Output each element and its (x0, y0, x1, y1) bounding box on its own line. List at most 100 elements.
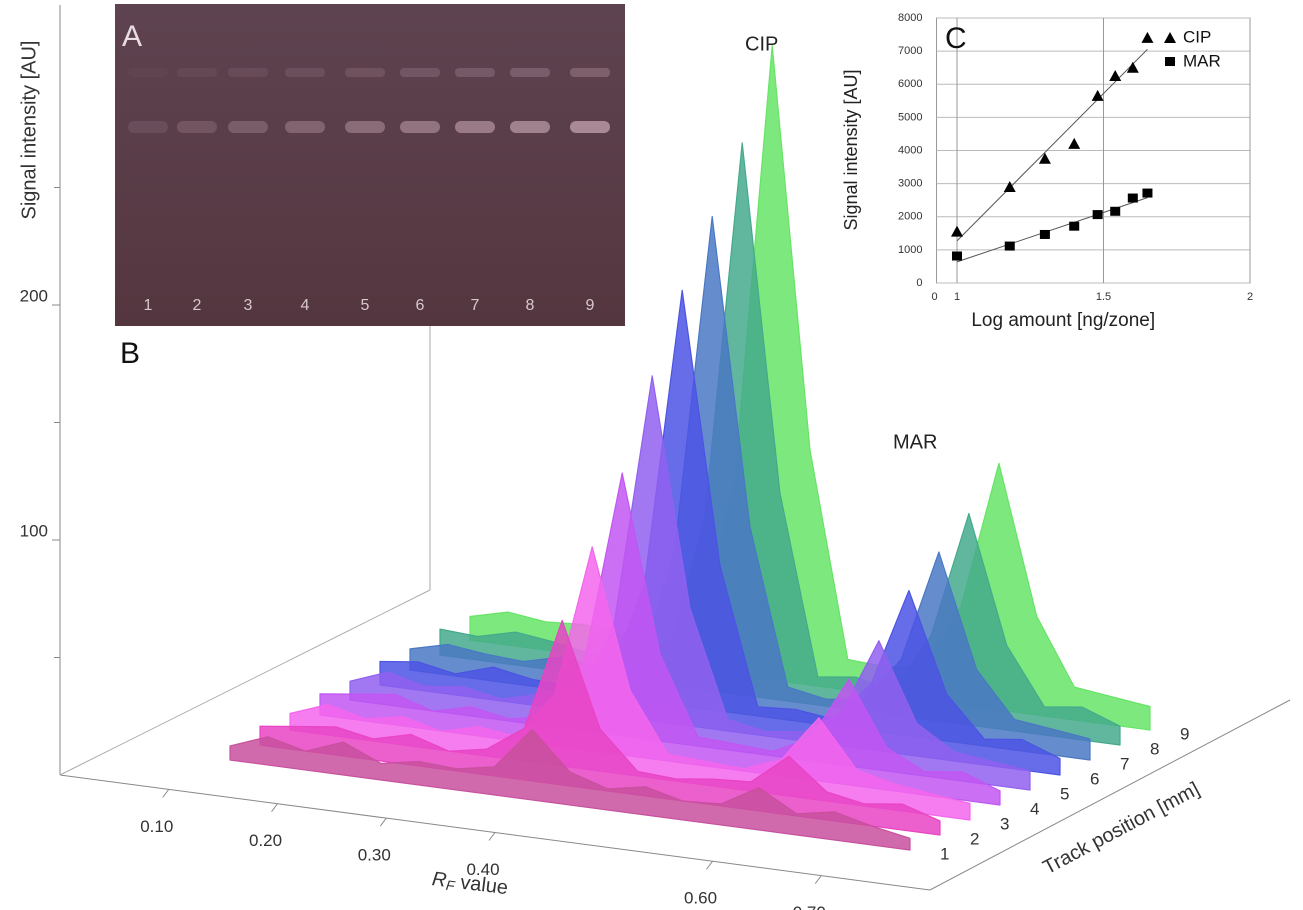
data-point (1091, 89, 1104, 101)
data-point (951, 225, 964, 237)
panel-label: B (120, 337, 140, 370)
track-label: 9 (1180, 724, 1189, 743)
y-tick-label: 0 (916, 277, 922, 289)
peak-annotation: CIP (745, 33, 778, 55)
data-point (1109, 69, 1122, 81)
x-tick-label: 0.30 (358, 846, 391, 865)
band (177, 121, 217, 133)
y-tick-label: 3000 (898, 178, 922, 190)
x-tick (706, 860, 713, 870)
data-point (1068, 137, 1081, 149)
lane-label: 6 (416, 297, 425, 314)
legend-marker (1164, 32, 1176, 43)
band (177, 68, 217, 77)
data-point (1141, 31, 1154, 43)
band (345, 121, 385, 133)
panel-c: 0 1000 2000 3000 4000 5000 6000 7000 8000 1 1.5 2 0 L… (841, 0, 1275, 335)
data-point (1004, 241, 1015, 251)
data-point (952, 251, 963, 261)
band (510, 121, 550, 133)
x-tick (488, 832, 496, 841)
y-axis-label: Signal intensity [AU] (18, 41, 40, 220)
y-tick-label: 6000 (898, 78, 922, 90)
lane-label: 3 (244, 297, 253, 314)
y-tick-label: 5000 (898, 111, 922, 123)
track-profile (229, 728, 911, 851)
x-tick (271, 803, 278, 813)
data-point (1126, 61, 1139, 73)
y-tick-label: 1000 (898, 244, 922, 256)
lane-label: 4 (301, 297, 310, 314)
band (285, 68, 325, 77)
track-label: 7 (1120, 754, 1129, 773)
x-tick-label: 2 (1247, 291, 1253, 303)
band (400, 68, 440, 77)
band (570, 121, 610, 133)
gel-image (115, 4, 625, 326)
track-label: 4 (1030, 799, 1039, 818)
band (345, 68, 385, 77)
lane-label: 2 (193, 297, 202, 314)
x-tick-label: 0.60 (684, 889, 717, 908)
data-point (1069, 221, 1080, 231)
track-label: 6 (1090, 769, 1099, 788)
data-point (1110, 206, 1121, 216)
track-profile (259, 619, 941, 836)
y-tick-label: 2000 (898, 211, 922, 223)
y-tick-label: 7000 (898, 45, 922, 57)
panel-label: A (122, 20, 142, 53)
x-tick-label: 0.20 (249, 831, 282, 850)
x-origin-label: 0 (931, 291, 937, 303)
track-label: 8 (1150, 739, 1159, 758)
data-point (1003, 180, 1016, 192)
track-profile (379, 289, 1061, 776)
track-label: 5 (1060, 784, 1069, 803)
lane-label: 1 (144, 297, 153, 314)
lane-label: 5 (361, 297, 370, 314)
lane-label: 7 (471, 297, 480, 314)
data-point (1142, 188, 1153, 198)
x-tick-label: 0.70 (793, 903, 826, 910)
band (455, 68, 495, 77)
axis-line (929, 699, 1291, 891)
y-axis-label: Signal intensity [AU] (841, 69, 861, 230)
track-profile (319, 472, 1001, 806)
x-tick-label: 1.5 (1096, 291, 1111, 303)
panel-label: C (945, 22, 967, 55)
lane-label: 8 (526, 297, 535, 314)
legend-marker (1165, 57, 1175, 66)
band (455, 121, 495, 133)
x-tick (814, 875, 822, 884)
legend-label: MAR (1183, 51, 1221, 70)
x-tick (162, 789, 170, 798)
panel-a: A 1 2 3 4 5 6 7 8 9 (115, 4, 625, 326)
y-tick-label: 8000 (898, 12, 922, 24)
x-axis-label-part: F (445, 877, 457, 894)
x-axis-label: Log amount [ng/zone] (971, 310, 1155, 331)
x-axis-label-part: value (454, 871, 510, 899)
band (128, 68, 168, 77)
x-tick-label: 0.10 (140, 817, 173, 836)
x-tick (379, 817, 387, 827)
band (228, 121, 268, 133)
band (228, 68, 268, 77)
x-axis-label-part: R (431, 868, 448, 892)
track-label: 3 (1000, 814, 1009, 833)
track-profile (349, 375, 1031, 791)
band (510, 68, 550, 77)
y-tick-label: 200 (20, 286, 48, 305)
data-point (1092, 210, 1103, 220)
y-tick-label: 4000 (898, 144, 922, 156)
fit-line (956, 48, 1148, 242)
band (128, 121, 168, 133)
x-tick-label: 1 (954, 291, 960, 303)
data-point (1127, 193, 1138, 203)
y-tick-label: 100 (20, 521, 48, 540)
legend-label: CIP (1183, 27, 1211, 46)
data-point (1038, 152, 1051, 164)
track-label: 2 (970, 829, 979, 848)
band (285, 121, 325, 133)
band (400, 121, 440, 133)
